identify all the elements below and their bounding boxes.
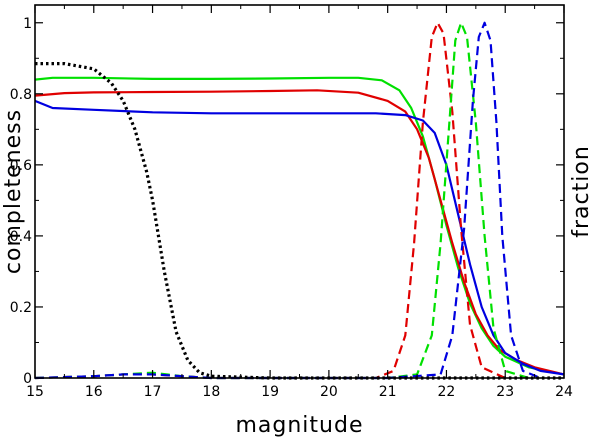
y-tick-label: 0.4	[10, 229, 32, 245]
y-tick-label: 0.8	[10, 87, 32, 103]
x-tick-label: 23	[496, 384, 514, 400]
series-line-4-dashed	[34, 21, 506, 380]
x-axis-label: magnitude	[235, 413, 363, 438]
x-tick-label: 15	[26, 384, 44, 400]
series-line-2-solid	[34, 89, 565, 376]
y-tick-label: 0	[23, 371, 32, 387]
series-line-6-dashed	[34, 21, 541, 380]
x-tick-label: 24	[555, 384, 573, 400]
y-tick-label: 0.6	[10, 158, 32, 174]
x-tick-label: 21	[379, 384, 397, 400]
y-axis-label-right: fraction	[569, 145, 594, 238]
y-tick-label: 1	[23, 16, 32, 32]
x-tick-label: 22	[438, 384, 456, 400]
x-tick-label: 18	[202, 384, 220, 400]
tick-labels: 15 16 17 18 19 20 21 22 23 24 0 0.2 0.4 0.6 0.8 1	[10, 16, 573, 400]
y-tick-label: 0.2	[10, 300, 32, 316]
x-tick-label: 20	[320, 384, 338, 400]
ticks	[34, 5, 565, 379]
series-line-5-dashed	[34, 21, 530, 380]
plot-frame	[34, 4, 565, 379]
x-tick-label: 19	[261, 384, 279, 400]
series-line-3-solid	[34, 99, 565, 376]
y-axis-label: completeness	[1, 109, 26, 274]
series-line-1-solid	[34, 76, 565, 376]
x-tick-label: 16	[85, 384, 103, 400]
x-tick-label: 17	[144, 384, 162, 400]
plot-lines	[34, 21, 565, 380]
